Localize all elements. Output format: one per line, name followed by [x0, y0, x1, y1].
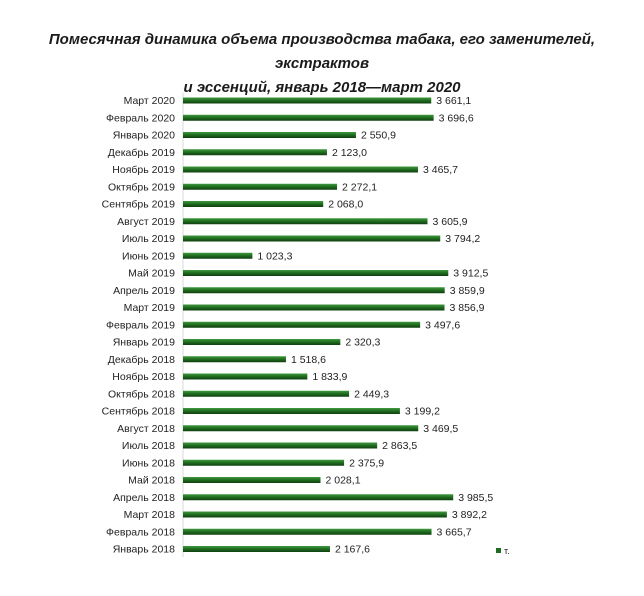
bar [183, 373, 308, 380]
data-label: 2 550,9 [361, 130, 396, 142]
data-label: 2 028,1 [326, 475, 361, 487]
chart-title: Помесячная динамика объема производства … [0, 28, 644, 100]
category-label: Январь 2020 [113, 130, 175, 142]
data-label: 3 856,9 [449, 302, 484, 314]
category-label: Февраль 2020 [106, 112, 175, 124]
bar [183, 339, 341, 345]
category-label: Июль 2019 [122, 233, 175, 245]
bar [183, 528, 432, 535]
data-label: 2 863,5 [382, 440, 417, 452]
data-label: 2 068,0 [328, 199, 363, 211]
bar [183, 218, 428, 225]
bar [183, 477, 321, 483]
category-label: Август 2019 [117, 216, 175, 228]
bar [183, 183, 338, 190]
data-label: 2 167,6 [335, 544, 370, 556]
bar [183, 408, 400, 414]
data-label: 3 605,9 [432, 216, 467, 228]
category-label: Январь 2019 [113, 337, 175, 349]
bar [183, 149, 327, 156]
category-label: Февраль 2018 [106, 526, 175, 538]
data-label: 3 661,1 [436, 95, 471, 107]
bar [183, 494, 454, 501]
category-label: Март 2019 [124, 302, 176, 314]
category-label: Февраль 2019 [106, 319, 175, 331]
bar [183, 132, 356, 138]
data-label: 2 320,3 [345, 337, 380, 349]
bar [183, 97, 432, 104]
bar [183, 425, 419, 432]
category-label: Август 2018 [117, 423, 175, 435]
category-label: Июнь 2018 [122, 457, 175, 469]
bar [183, 459, 345, 466]
category-label: Март 2020 [124, 95, 176, 107]
legend: т. [496, 546, 510, 556]
data-label: 3 859,9 [450, 285, 485, 297]
category-label: Сентябрь 2019 [102, 199, 175, 211]
legend-label: т. [504, 546, 510, 556]
data-label: 3 469,5 [423, 423, 458, 435]
bar [183, 546, 330, 552]
chart-title-line-1: Помесячная динамика объема производства … [48, 31, 596, 72]
category-label: Сентябрь 2018 [102, 406, 175, 418]
data-label: 3 199,2 [405, 406, 440, 418]
bar [183, 114, 434, 121]
data-label: 3 892,2 [452, 509, 487, 521]
category-label: Ноябрь 2018 [112, 371, 175, 383]
data-label: 1 833,9 [312, 371, 347, 383]
data-label: 3 497,6 [425, 319, 460, 331]
category-label: Май 2018 [128, 475, 175, 487]
category-label: Май 2019 [128, 268, 175, 280]
legend-swatch [496, 548, 501, 553]
bar [183, 321, 421, 328]
data-label: 1 023,3 [257, 250, 292, 262]
bar [183, 270, 449, 276]
category-label: Декабрь 2019 [108, 147, 175, 159]
bar [183, 304, 445, 311]
bar [183, 511, 447, 518]
bar [183, 442, 378, 449]
category-label: Март 2018 [124, 509, 176, 521]
data-label: 1 518,6 [291, 354, 326, 366]
data-label: 3 912,5 [453, 268, 488, 280]
category-label: Июль 2018 [122, 440, 175, 452]
data-label: 2 272,1 [342, 181, 377, 193]
bar [183, 287, 445, 294]
bar [183, 235, 441, 242]
category-label: Январь 2018 [113, 544, 175, 556]
category-label: Октябрь 2019 [108, 181, 175, 193]
data-label: 3 696,6 [439, 112, 474, 124]
data-label: 2 123,0 [332, 147, 367, 159]
bar [183, 166, 418, 173]
bar [183, 356, 286, 363]
category-label: Ноябрь 2019 [112, 164, 175, 176]
category-label: Декабрь 2018 [108, 354, 175, 366]
bars-group: Март 2020 3 661,1 Февраль 2020 3 696,6 Январ… [102, 92, 493, 557]
chart-title-line-2: и эссенций, январь 2018—март 2020 [183, 79, 461, 96]
category-label: Апрель 2019 [113, 285, 175, 297]
bar [183, 252, 253, 259]
bar [183, 201, 324, 207]
category-label: Октябрь 2018 [108, 388, 175, 400]
data-label: 2 375,9 [349, 457, 384, 469]
data-label: 3 794,2 [445, 233, 480, 245]
data-label: 3 665,7 [437, 526, 472, 538]
bar [183, 390, 350, 397]
data-label: 3 465,7 [423, 164, 458, 176]
category-label: Апрель 2018 [113, 492, 175, 504]
data-label: 3 985,5 [458, 492, 493, 504]
category-label: Июнь 2019 [122, 250, 175, 262]
data-label: 2 449,3 [354, 388, 389, 400]
